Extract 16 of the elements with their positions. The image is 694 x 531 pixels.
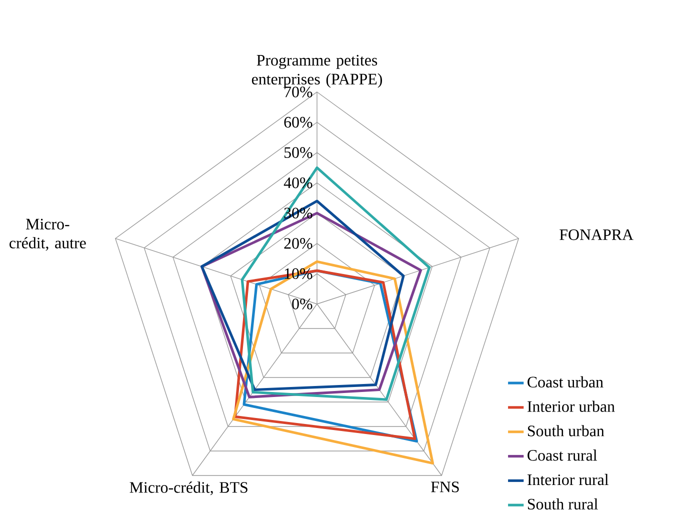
spoke-label: FONAPRA <box>560 229 634 240</box>
legend-label: South rural <box>528 498 598 510</box>
legend-label: Interior rural <box>528 474 608 486</box>
y-tick-label: 0% <box>292 298 312 310</box>
y-tick-label: 50% <box>284 147 312 158</box>
legend-label: Coast urban <box>528 376 604 388</box>
spoke-label: Programme petites enterprises (PAPPE) <box>252 54 382 88</box>
spoke-label: FNS <box>431 482 459 492</box>
spoke-label: Micro-crédit, autre <box>10 218 86 251</box>
y-tick-label: 70% <box>284 86 312 98</box>
legend-label: Interior urban <box>528 400 615 412</box>
y-tick-label: 20% <box>284 238 312 249</box>
legend-label: Coast rural <box>528 450 597 461</box>
spoke-label: Micro-crédit, BTS <box>130 482 248 496</box>
legend-label: South urban <box>528 425 604 436</box>
y-tick-label: 60% <box>284 116 312 128</box>
